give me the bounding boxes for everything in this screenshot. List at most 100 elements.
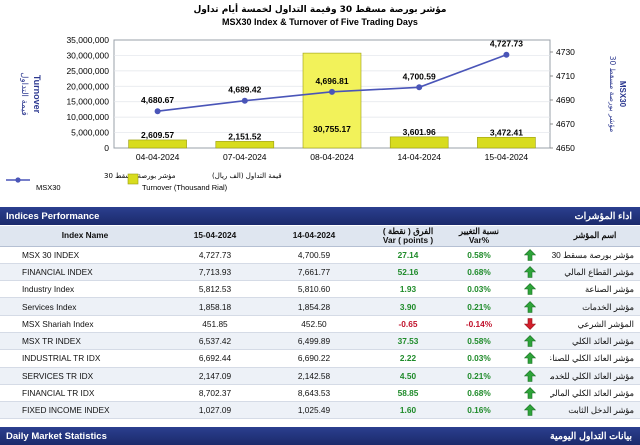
var-percent-cell: 0.03% [448, 280, 510, 299]
var-points-cell: 58.85 [368, 384, 448, 403]
var-points-cell: 3.90 [368, 297, 448, 316]
arrow-up-icon [524, 369, 536, 382]
y-right-axis-title: مؤشر بورصة مسقط 30 MSX30 [608, 56, 627, 133]
direction-cell [510, 315, 550, 333]
table-body: MSX 30 INDEX 4,727.73 4,700.59 27.14 0.58% مؤ… [0, 246, 640, 420]
index-name-cell: FINANCIAL TR IDX [0, 384, 170, 403]
turnover-bar [389, 136, 449, 149]
y-left-tick-label: 0 [104, 143, 109, 153]
arrow-up-icon [524, 404, 536, 417]
legend-turnover: Turnover (Thousand Rial) [142, 183, 228, 192]
msx30-point-label: 4,727.73 [490, 39, 523, 49]
index-name-ar-cell: مؤشر العائد الكلي [550, 332, 640, 351]
date2-value-cell: 6,499.89 [260, 332, 368, 351]
col-header-direction [510, 226, 550, 247]
date1-value-cell: 1,858.18 [170, 297, 260, 316]
var-percent-cell: 0.58% [448, 246, 510, 264]
index-name-ar-cell: مؤشر الخدمات [550, 297, 640, 316]
date1-value-cell: 6,692.44 [170, 349, 260, 368]
turnover-bar [477, 136, 536, 149]
daily-statistics-title: Daily Market Statistics [6, 431, 107, 442]
var-percent-cell: 0.21% [448, 297, 510, 316]
legend-msx30: MSX30 [36, 183, 61, 192]
var-points-cell: 4.50 [368, 367, 448, 385]
date1-value-cell: 6,537.42 [170, 332, 260, 351]
date1-value-cell: 451.85 [170, 315, 260, 333]
var-percent-cell: 0.68% [448, 263, 510, 282]
direction-cell [510, 367, 550, 385]
y-left-label: Turnover [32, 75, 42, 114]
direction-cell [510, 384, 550, 403]
var-points-cell: 2.22 [368, 349, 448, 368]
col-header-var-ar: الفرق ( نقطة ) [382, 225, 434, 236]
index-name-cell: FIXED INCOME INDEX [0, 401, 170, 420]
msx30-point [416, 84, 423, 91]
direction-cell [510, 297, 550, 316]
y-left-label-ar: قيمة التداول [19, 72, 29, 115]
legend-msx30-ar: مؤشر بورصة مسقط 30 [104, 172, 176, 180]
arrow-up-icon [524, 300, 536, 313]
x-tick-label: 15-04-2024 [485, 152, 529, 162]
table-row: FINANCIAL TR IDX 8,702.37 8,643.53 58.85 0.6… [0, 384, 640, 403]
var-percent-cell: -0.14% [448, 315, 510, 333]
y-right-tick-label: 4670 [556, 119, 575, 129]
index-name-ar-cell: مؤشر الصناعة [550, 280, 640, 299]
direction-cell [510, 401, 550, 420]
index-name-ar-cell: مؤشر العائد الكلي المالي [550, 384, 640, 403]
table-row: FIXED INCOME INDEX 1,027.09 1,025.49 1.60 0.… [0, 401, 640, 420]
legend-bar-swatch [127, 173, 139, 185]
col-header-var: الفرق ( نقطة ) Var ( points ) [368, 225, 448, 247]
index-name-ar-cell: مؤشر الدخل الثابت [550, 401, 640, 420]
legend-turnover-ar: قيمة التداول (الف ريال) [212, 172, 282, 180]
date1-value-cell: 7,713.93 [170, 263, 260, 282]
y-left-tick-label: 15,000,000 [66, 97, 109, 107]
arrow-up-icon [524, 283, 536, 296]
date2-value-cell: 1,854.28 [260, 297, 368, 316]
y-left-tick-label: 10,000,000 [66, 112, 109, 122]
table-row: MSX TR INDEX 6,537.42 6,499.89 37.53 0.58% مؤ… [0, 332, 640, 351]
date2-value-cell: 452.50 [260, 315, 368, 333]
table-row: Industry Index 5,812.53 5,810.60 1.93 0.03% م… [0, 280, 640, 299]
var-points-cell: 1.93 [368, 280, 448, 299]
date1-value-cell: 1,027.09 [170, 401, 260, 420]
date2-value-cell: 7,661.77 [260, 263, 368, 282]
var-percent-cell: 0.68% [448, 384, 510, 403]
turnover-bar-label: 30,755.17 [313, 124, 351, 134]
arrow-up-icon [524, 335, 536, 347]
arrow-up-icon [524, 266, 536, 278]
turnover-bar [128, 139, 187, 149]
indices-performance-title: Indices Performance [6, 211, 100, 222]
daily-statistics-title-ar: بيانات التداول اليومية [549, 431, 632, 442]
turnover-bar-label: 2,151.52 [228, 131, 261, 141]
col-header-var-en: Var ( points ) [382, 234, 434, 245]
date2-value-cell: 1,025.49 [260, 401, 368, 420]
index-name-ar-cell: مؤشر بورصة مسقط 30 [550, 246, 640, 264]
arrow-up-icon [524, 387, 536, 399]
y-left-tick-label: 25,000,000 [66, 66, 109, 76]
daily-statistics-header: Daily Market Statistics بيانات التداول ا… [0, 427, 640, 445]
index-name-cell: INDUSTRIAL TR IDX [0, 349, 170, 368]
x-tick-label: 07-04-2024 [223, 152, 267, 162]
direction-cell [510, 263, 550, 282]
index-name-cell: FINANCIAL INDEX [0, 263, 170, 282]
msx30-point-label: 4,689.42 [228, 85, 261, 95]
col-header-pct-ar: نسبة التغيير [459, 225, 499, 236]
col-header-index-name-ar: اسم المؤشر [550, 226, 640, 247]
var-points-cell: 1.60 [368, 401, 448, 420]
msx30-point-label: 4,680.67 [141, 95, 174, 105]
combo-chart: مؤشر بورصة مسقط 30 وقيمة التداول لخمسة أ… [6, 3, 627, 192]
col-header-date-2: 14-04-2024 [260, 226, 368, 247]
var-points-cell: 37.53 [368, 332, 448, 351]
y-right-tick-label: 4690 [556, 95, 575, 105]
index-name-cell: MSX 30 INDEX [0, 246, 170, 264]
date2-value-cell: 6,690.22 [260, 349, 368, 368]
var-percent-cell: 0.16% [448, 401, 510, 420]
var-points-cell: 27.14 [368, 246, 448, 264]
date2-value-cell: 2,142.58 [260, 367, 368, 385]
arrow-up-icon [524, 248, 536, 261]
index-name-ar-cell: مؤشر القطاع المالي [550, 263, 640, 282]
var-percent-cell: 0.58% [448, 332, 510, 351]
var-points-cell: 52.16 [368, 263, 448, 282]
indices-table: Index Name 15-04-2024 14-04-2024 الفرق (… [0, 225, 640, 420]
table-row: MSX 30 INDEX 4,727.73 4,700.59 27.14 0.58% مؤ… [0, 246, 640, 264]
